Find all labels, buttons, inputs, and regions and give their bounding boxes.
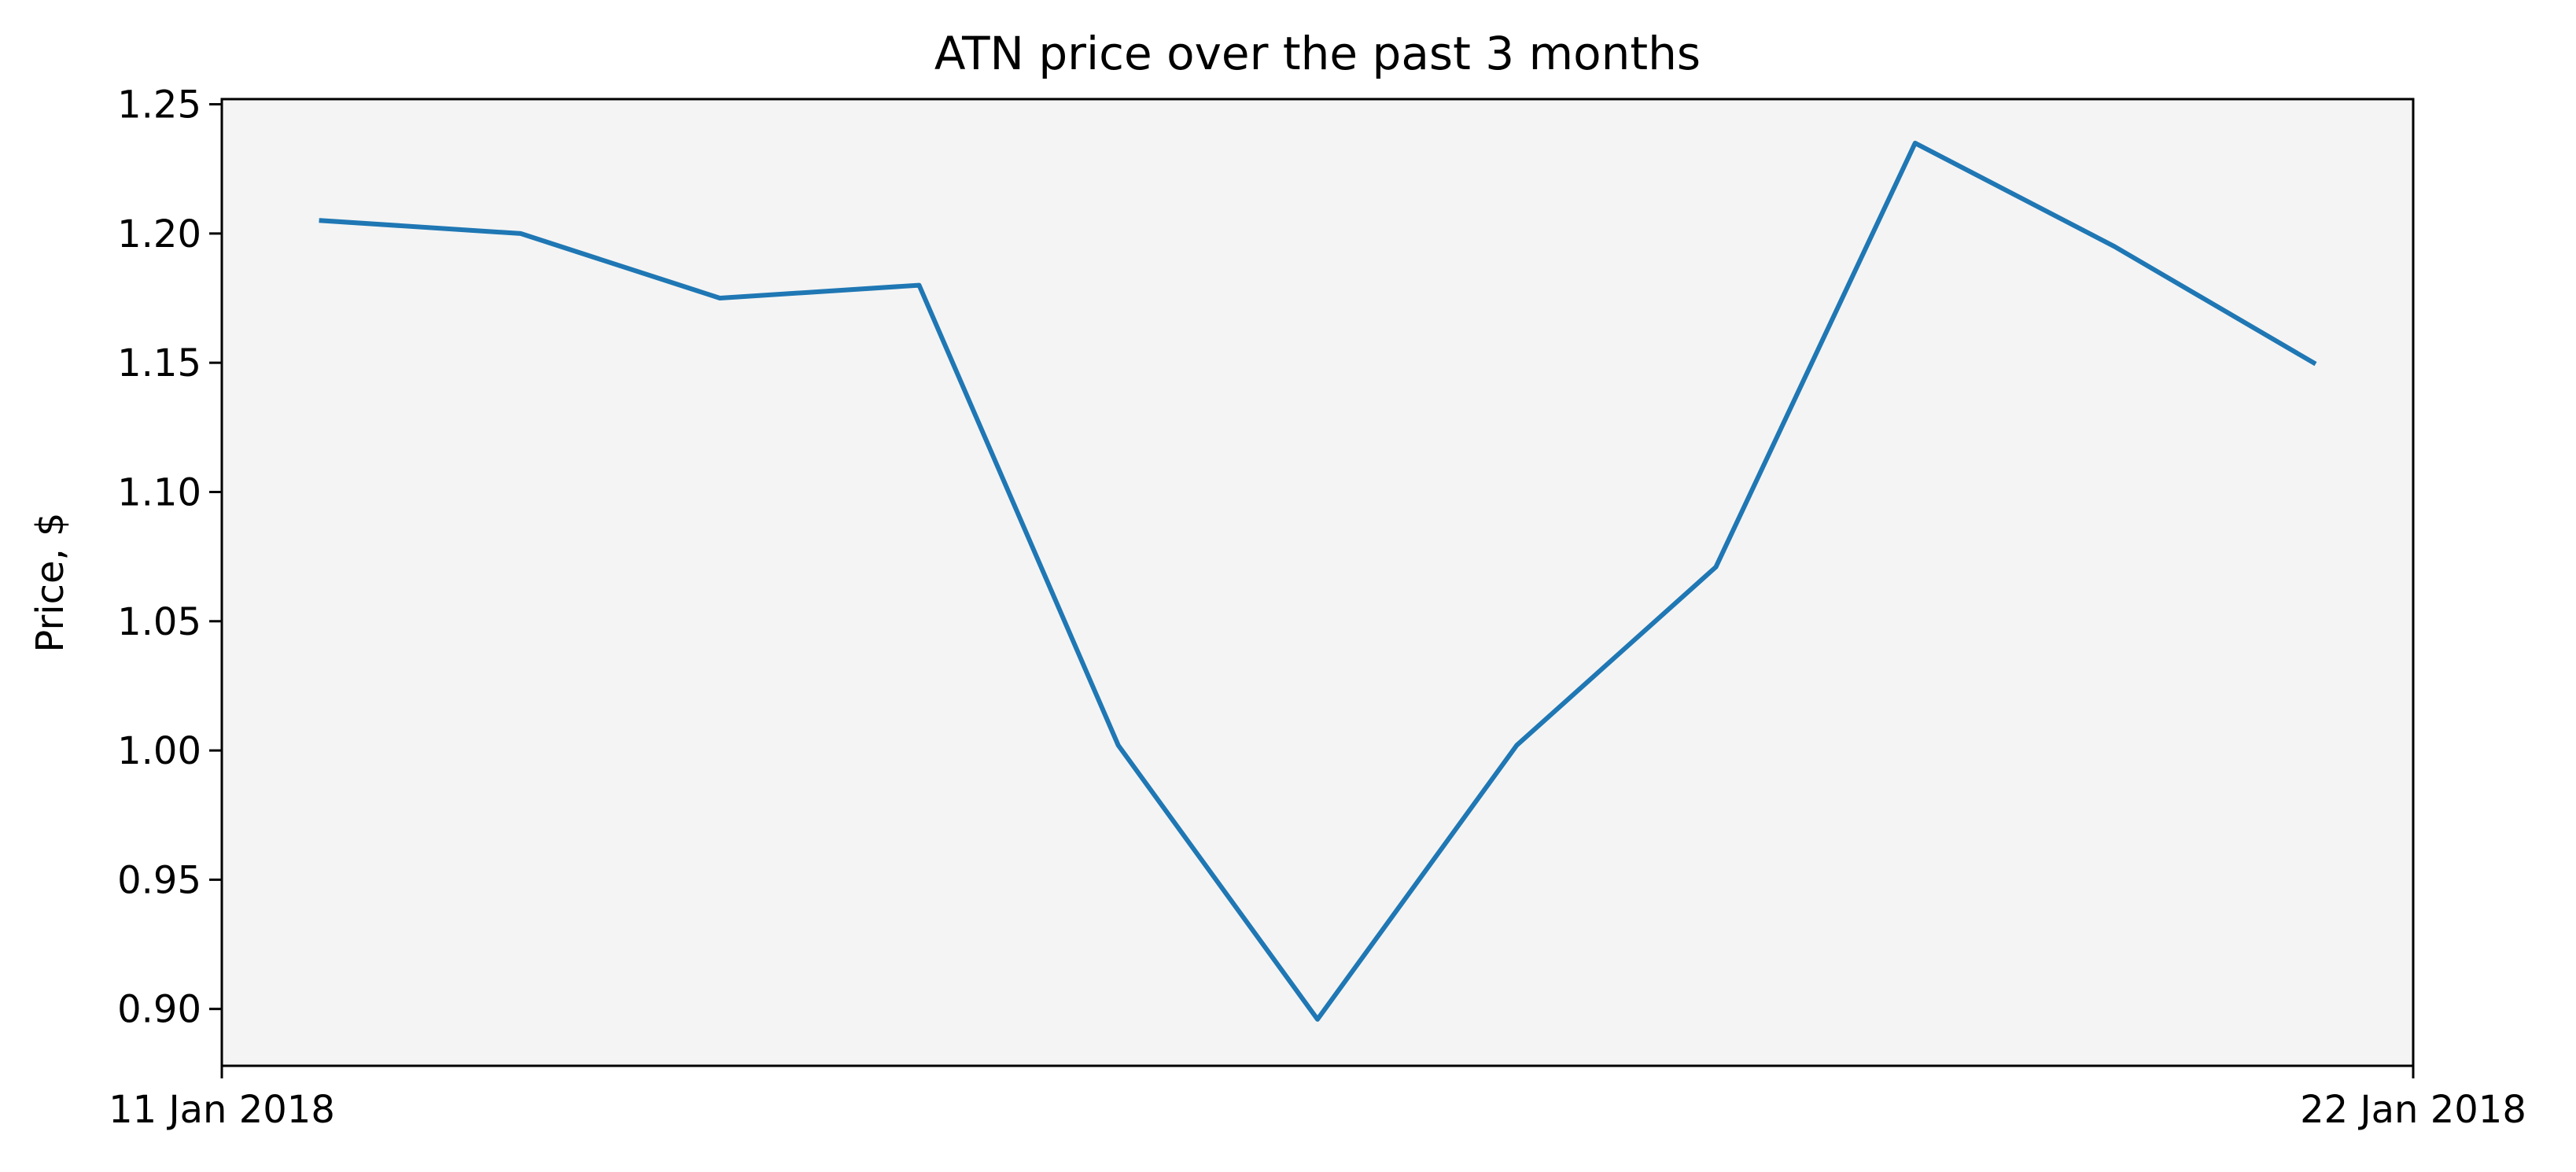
y-tick-label: 1.15 [117,341,201,385]
data-point [1516,745,1517,746]
data-point [2113,245,2115,247]
y-tick-label: 1.10 [117,470,201,514]
y-tick-label: 1.25 [117,83,201,127]
y-tick-label: 1.20 [117,212,201,256]
x-axis-ticks: 11 Jan 2018 22 Jan 2018 [109,1066,2526,1132]
plot-background [222,99,2413,1066]
plot-frame [220,98,2415,1067]
series-layer [319,140,2317,1022]
y-tick-label: 1.00 [117,729,201,773]
y-axis-label: Price, $ [28,512,72,652]
y-tick-label: 1.05 [117,600,201,644]
y-tick-label: 0.95 [117,858,201,902]
data-point [520,233,521,234]
data-point [1914,142,1916,144]
y-axis-ticks: 0.90 0.95 1.00 1.05 1.10 1.15 1.20 1.25 [117,83,222,1032]
chart-title: ATN price over the past 3 months [934,27,1701,80]
x-tick-label: 22 Jan 2018 [2300,1088,2526,1132]
y-tick-label: 0.90 [117,988,201,1032]
data-point [1715,566,1717,568]
data-point [321,219,322,221]
x-tick-label: 11 Jan 2018 [109,1088,335,1132]
